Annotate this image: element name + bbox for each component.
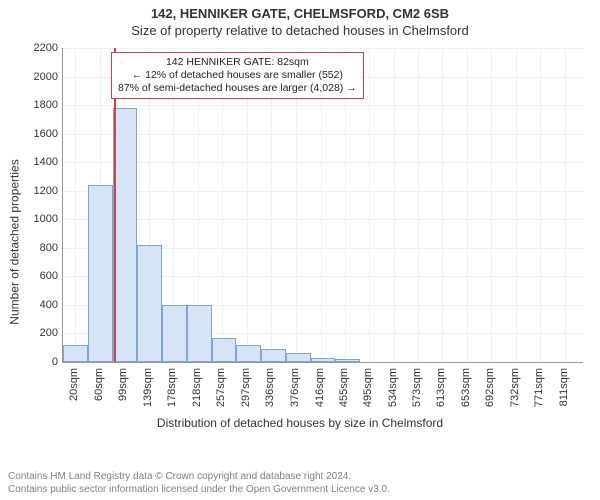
footer-line: Contains public sector information licen… bbox=[8, 484, 390, 497]
y-tick-label: 1600 bbox=[22, 128, 58, 140]
x-tick-label: 20sqm bbox=[68, 368, 80, 401]
y-tick-label: 800 bbox=[22, 242, 58, 254]
histogram-bar bbox=[286, 353, 311, 362]
x-tick-label: 416sqm bbox=[314, 368, 326, 407]
x-tick-label: 811sqm bbox=[558, 368, 570, 406]
y-tick-label: 1000 bbox=[22, 213, 58, 225]
gridline-v bbox=[75, 48, 76, 362]
gridline-v bbox=[369, 48, 370, 362]
histogram-bar bbox=[335, 359, 360, 362]
footer-attribution: Contains HM Land Registry data © Crown c… bbox=[8, 471, 390, 496]
x-tick-label: 732sqm bbox=[509, 368, 521, 407]
y-tick-label: 1800 bbox=[22, 99, 58, 111]
histogram-bar bbox=[63, 345, 88, 362]
gridline-h bbox=[63, 134, 583, 135]
histogram-bar bbox=[187, 305, 212, 362]
x-tick-label: 495sqm bbox=[362, 368, 374, 407]
page-subtitle: Size of property relative to detached ho… bbox=[0, 21, 600, 38]
annotation-line: ← 12% of detached houses are smaller (55… bbox=[118, 69, 357, 82]
x-tick-label: 455sqm bbox=[338, 368, 350, 407]
x-tick-label: 139sqm bbox=[142, 368, 154, 407]
y-tick-label: 1200 bbox=[22, 185, 58, 197]
y-tick-label: 2200 bbox=[22, 42, 58, 54]
histogram-bar bbox=[162, 305, 187, 362]
x-tick-label: 257sqm bbox=[215, 368, 227, 407]
y-axis-label: Number of detached properties bbox=[8, 159, 22, 324]
x-tick-label: 178sqm bbox=[166, 368, 178, 407]
gridline-h bbox=[63, 219, 583, 220]
annotation-line: 142 HENNIKER GATE: 82sqm bbox=[118, 56, 357, 69]
gridline-v bbox=[516, 48, 517, 362]
gridline-h bbox=[63, 162, 583, 163]
gridline-v bbox=[418, 48, 419, 362]
x-tick-label: 653sqm bbox=[460, 368, 472, 407]
histogram-bar bbox=[88, 185, 113, 362]
x-tick-label: 99sqm bbox=[117, 368, 129, 401]
histogram-bar bbox=[311, 358, 336, 362]
y-tick-label: 600 bbox=[22, 270, 58, 282]
gridline-v bbox=[540, 48, 541, 362]
annotation-box: 142 HENNIKER GATE: 82sqm ← 12% of detach… bbox=[111, 52, 364, 99]
x-tick-label: 692sqm bbox=[484, 368, 496, 407]
gridline-h bbox=[63, 105, 583, 106]
x-tick-label: 573sqm bbox=[411, 368, 423, 407]
page-title: 142, HENNIKER GATE, CHELMSFORD, CM2 6SB bbox=[0, 0, 600, 21]
gridline-h bbox=[63, 191, 583, 192]
y-tick-label: 0 bbox=[22, 356, 58, 368]
y-tick-label: 400 bbox=[22, 299, 58, 311]
plot-area: 142 HENNIKER GATE: 82sqm ← 12% of detach… bbox=[62, 48, 583, 363]
histogram-bar bbox=[236, 345, 261, 362]
gridline-v bbox=[394, 48, 395, 362]
gridline-v bbox=[565, 48, 566, 362]
y-tick-label: 2000 bbox=[22, 71, 58, 83]
gridline-v bbox=[442, 48, 443, 362]
x-tick-label: 613sqm bbox=[435, 368, 447, 407]
x-tick-label: 60sqm bbox=[93, 368, 105, 401]
histogram-bar bbox=[113, 108, 138, 362]
gridline-v bbox=[491, 48, 492, 362]
footer-line: Contains HM Land Registry data © Crown c… bbox=[8, 471, 390, 484]
x-tick-label: 297sqm bbox=[240, 368, 252, 407]
annotation-line: 87% of semi-detached houses are larger (… bbox=[118, 82, 357, 95]
gridline-v bbox=[467, 48, 468, 362]
x-tick-label: 534sqm bbox=[387, 368, 399, 407]
x-tick-label: 771sqm bbox=[533, 368, 545, 407]
y-tick-label: 1400 bbox=[22, 156, 58, 168]
gridline-h bbox=[63, 48, 583, 49]
y-tick-label: 200 bbox=[22, 327, 58, 339]
chart: Number of detached properties 142 HENNIK… bbox=[0, 42, 600, 442]
x-tick-label: 376sqm bbox=[289, 368, 301, 407]
histogram-bar bbox=[137, 245, 162, 362]
x-axis-label: Distribution of detached houses by size … bbox=[0, 416, 600, 430]
x-tick-label: 336sqm bbox=[264, 368, 276, 407]
histogram-bar bbox=[212, 338, 237, 362]
x-tick-label: 218sqm bbox=[191, 368, 203, 407]
histogram-bar bbox=[261, 349, 286, 362]
